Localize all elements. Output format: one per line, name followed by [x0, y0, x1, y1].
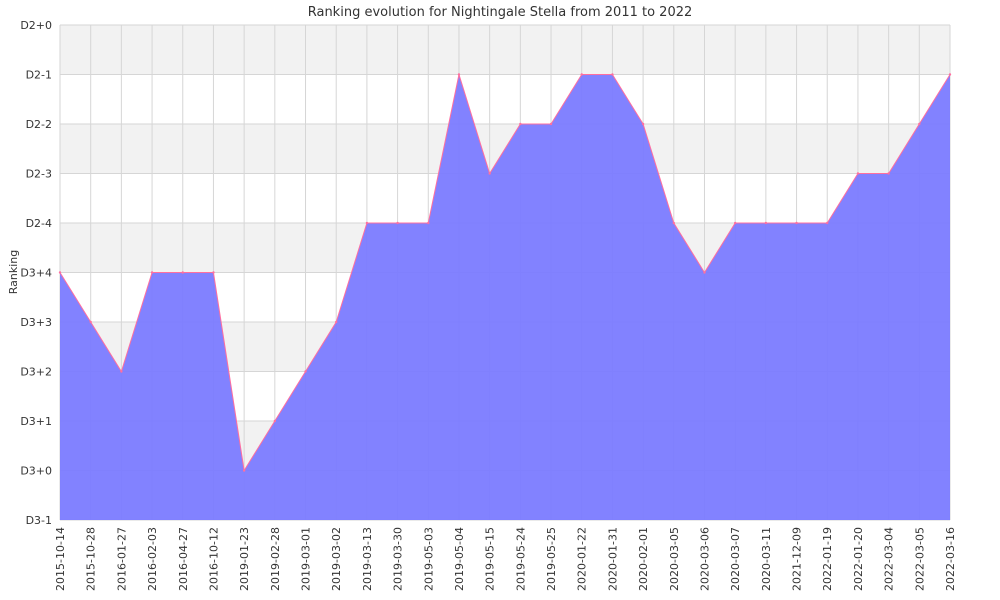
- data-point: [918, 122, 921, 126]
- data-point: [120, 370, 123, 373]
- data-point: [365, 221, 369, 225]
- x-tick-label: 2019-03-01: [300, 527, 313, 591]
- data-point: [181, 271, 184, 274]
- data-point: [150, 271, 154, 274]
- series-area: [59, 74, 951, 520]
- x-tick-label: 2022-01-19: [821, 527, 834, 591]
- x-tick-label: 2020-01-31: [606, 527, 619, 591]
- y-tick-label: D2-2: [26, 118, 52, 131]
- data-point: [488, 172, 491, 175]
- y-tick-label: D2-1: [26, 69, 52, 82]
- data-point: [580, 73, 583, 76]
- x-tick-label: 2019-05-25: [545, 527, 558, 591]
- data-point: [89, 320, 92, 324]
- y-tick-label: D2-3: [26, 168, 52, 181]
- x-tick-label: 2016-02-03: [146, 527, 159, 591]
- data-point: [58, 271, 62, 274]
- y-tick-label: D3+1: [20, 415, 52, 428]
- x-tick-label: 2016-04-27: [177, 527, 190, 591]
- y-tick-labels: D2+0 D2-1 D2-2 D2-3 D2-4 D3+4 D3+3 D3+2 D3+1 D3+0…: [20, 19, 52, 527]
- x-tick-label: 2016-10-12: [207, 527, 220, 591]
- data-point: [672, 221, 675, 225]
- x-tick-label: 2015-10-28: [85, 527, 98, 591]
- series-line: [59, 74, 951, 472]
- x-tick-label: 2020-03-11: [760, 527, 773, 591]
- x-tick-label: 2016-01-27: [115, 527, 128, 591]
- data-point: [611, 73, 614, 76]
- x-tick-label: 2019-05-04: [453, 527, 466, 591]
- data-point: [396, 221, 399, 225]
- y-tick-label: D3+2: [20, 366, 52, 379]
- x-tick-label: 2022-03-16: [944, 527, 957, 591]
- data-point: [887, 172, 890, 175]
- y-tick-label: D2-4: [26, 217, 52, 230]
- x-tick-label: 2019-05-03: [422, 527, 435, 591]
- x-tick-label: 2019-02-28: [269, 527, 282, 591]
- data-point: [427, 221, 430, 225]
- x-tick-label: 2020-03-05: [668, 527, 681, 591]
- data-point: [212, 271, 215, 274]
- data-point: [242, 469, 246, 472]
- x-tick-labels: 2015-10-14 2015-10-28 2016-01-27 2016-02-03…: [54, 527, 957, 591]
- x-tick-label: 2022-03-04: [883, 527, 896, 591]
- x-tick-label: 2020-03-06: [698, 527, 711, 591]
- data-point: [304, 370, 307, 373]
- data-point: [795, 221, 798, 225]
- x-tick-label: 2020-02-01: [637, 527, 650, 591]
- data-point: [549, 122, 553, 126]
- y-tick-label: D2+0: [20, 19, 52, 32]
- data-point: [273, 419, 277, 423]
- y-tick-label: D3+4: [20, 267, 52, 280]
- data-point: [948, 73, 952, 76]
- x-tick-label: 2019-03-13: [361, 527, 374, 591]
- x-tick-label: 2019-01-23: [238, 527, 251, 591]
- data-point: [519, 122, 522, 126]
- data-point: [703, 271, 706, 274]
- x-tick-label: 2022-01-20: [852, 527, 865, 591]
- x-tick-label: 2019-03-02: [330, 527, 343, 591]
- x-tick-label: 2020-03-07: [729, 527, 742, 591]
- y-tick-label: D3-1: [26, 514, 52, 527]
- x-tick-label: 2019-05-24: [514, 527, 527, 591]
- x-tick-label: 2021-12-09: [791, 527, 804, 591]
- data-point: [764, 221, 768, 225]
- data-point: [335, 320, 338, 324]
- data-point: [826, 221, 829, 225]
- y-axis-label: Ranking: [7, 250, 20, 295]
- x-tick-label: 2019-03-30: [392, 527, 405, 591]
- data-point: [733, 221, 737, 225]
- data-point: [641, 122, 645, 126]
- x-tick-label: 2022-03-05: [913, 527, 926, 591]
- data-points: [58, 73, 952, 472]
- x-tick-label: 2015-10-14: [54, 527, 67, 591]
- data-point: [457, 73, 461, 76]
- background-band: [60, 25, 950, 75]
- y-tick-label: D3+0: [20, 465, 52, 478]
- x-tick-label: 2019-05-15: [484, 527, 497, 591]
- x-tick-label: 2020-01-22: [576, 527, 589, 591]
- chart-title: Ranking evolution for Nightingale Stella…: [308, 5, 693, 20]
- data-point: [856, 172, 860, 175]
- y-tick-label: D3+3: [20, 316, 52, 329]
- background-band: [60, 74, 950, 124]
